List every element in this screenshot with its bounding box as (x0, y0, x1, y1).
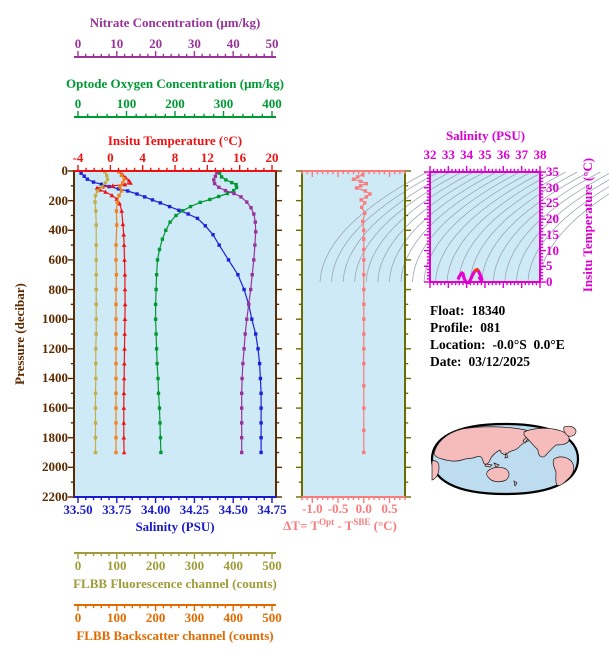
series-nitrate (212, 170, 258, 455)
series-oxygen (153, 171, 239, 455)
series-backscatter (114, 170, 126, 455)
series-fluorescence (93, 170, 110, 455)
main-plot-area (74, 171, 276, 497)
world-map (430, 422, 580, 496)
series-delta_t (351, 173, 372, 455)
delta-t-plot-area (302, 171, 405, 497)
series-ts_curve (456, 268, 484, 284)
series-ts_highlight (473, 268, 480, 273)
